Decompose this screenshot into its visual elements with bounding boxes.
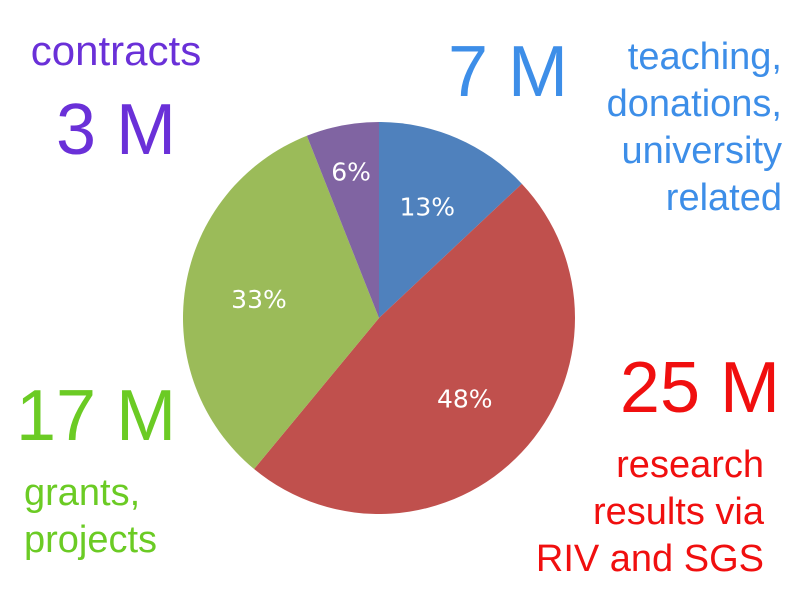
teaching-desc-line: donations, [606,83,782,125]
research-amount: 25 M [619,348,780,428]
teaching-desc-line: teaching, [627,36,782,78]
teaching-description: teaching, donations, university related [607,34,782,222]
research-description: research results via RIV and SGS [536,442,764,583]
contracts-amount: 3 M [55,90,177,170]
teaching-amount: 7 M [448,32,569,112]
research-desc-line: RIV and SGS [535,538,764,580]
grants-description: grants, projects [24,470,157,564]
grants-desc-line: grants, [24,472,141,514]
pie-slice-percent-label: 13% [399,192,455,221]
research-desc-line: research [616,444,764,486]
research-desc-line: results via [592,491,764,533]
teaching-desc-line: university [621,130,783,172]
pie-slice-percent-label: 33% [231,285,287,314]
pie-slice [379,122,522,318]
pie-slice-percent-label: 6% [331,158,371,187]
pie-slice-percent-label: 48% [437,385,493,414]
teaching-desc-line: related [665,177,782,219]
grants-desc-line: projects [24,519,158,561]
pie-slice [254,183,576,515]
grants-amount: 17 M [16,376,177,456]
pie-slice [306,122,379,318]
pie-slice [182,135,379,470]
contracts-label: contracts [30,27,202,74]
